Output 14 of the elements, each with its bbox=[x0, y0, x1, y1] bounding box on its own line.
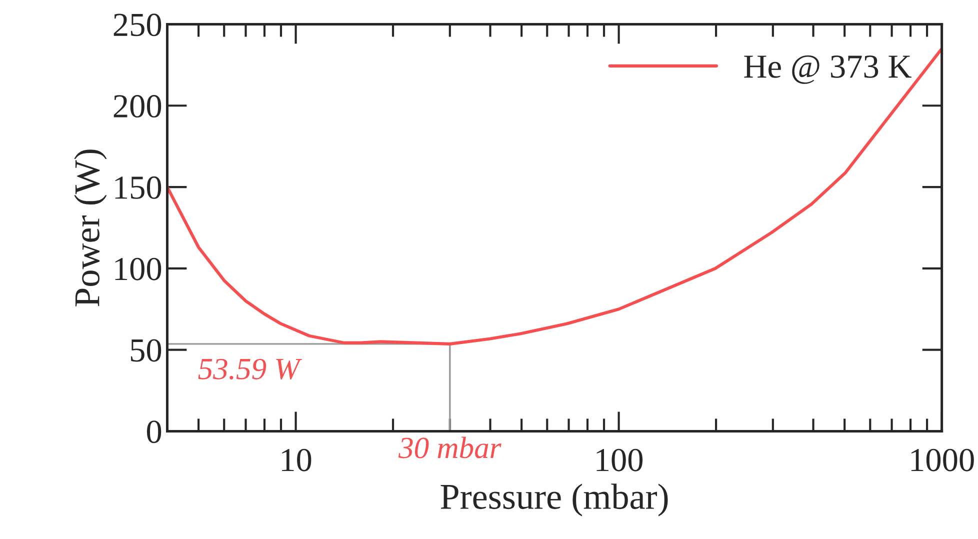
y-axis-title: Power (W) bbox=[74, 150, 107, 306]
y-tick-label: 0 bbox=[146, 420, 162, 444]
legend-label: He @ 373 K bbox=[744, 55, 912, 84]
x-tick-label: 10 bbox=[282, 448, 312, 472]
y-tick-label: 50 bbox=[130, 339, 162, 362]
x-tick-label: 1000 bbox=[911, 448, 974, 472]
y-tick-label: 100 bbox=[115, 258, 162, 280]
y-tick-label: 200 bbox=[114, 95, 162, 118]
x-tick-label: 100 bbox=[596, 448, 643, 472]
y-tick-label: 250 bbox=[114, 14, 162, 36]
ref-line-label: 53.59 W bbox=[198, 358, 302, 380]
y-tick-label: 150 bbox=[115, 176, 162, 199]
ref-line-label: 30 mbar bbox=[398, 436, 502, 458]
x-axis-title: Pressure (mbar) bbox=[440, 484, 668, 516]
